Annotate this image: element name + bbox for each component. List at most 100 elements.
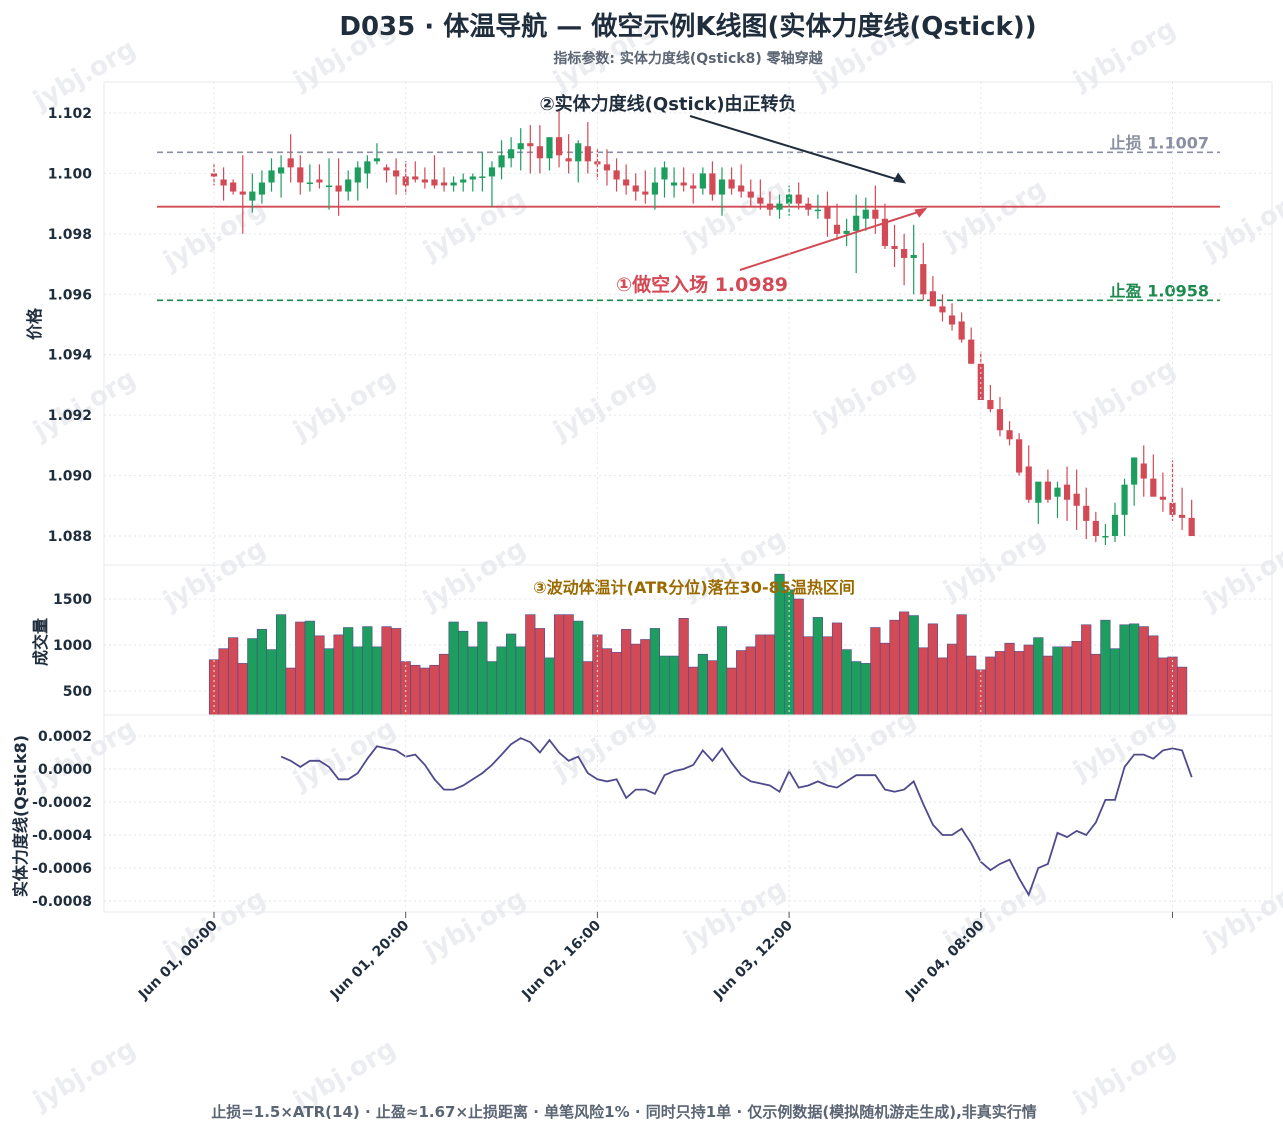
candle-body	[996, 409, 1004, 431]
volume-bar	[601, 648, 613, 716]
candle-body	[335, 185, 342, 192]
candle-body	[853, 215, 860, 231]
candle-body	[546, 137, 553, 159]
qstick-line-series	[280, 737, 1193, 897]
candle-body	[258, 182, 266, 195]
volume-bar	[1176, 666, 1188, 716]
volume-bar	[745, 646, 756, 716]
price-tick-label: 1.088	[48, 529, 92, 545]
volume-bar	[1081, 624, 1092, 716]
volume-bar	[1129, 623, 1140, 716]
candle-body	[306, 182, 313, 184]
candle-body	[517, 143, 524, 150]
price-tick-label: 1.092	[48, 408, 92, 424]
candle-body	[1102, 536, 1109, 538]
take-profit-label: 止盈 1.0958	[1110, 281, 1209, 300]
volume-bar	[371, 646, 383, 716]
candle-body	[239, 191, 246, 195]
volume-bar	[870, 627, 881, 716]
candle-body	[613, 170, 620, 180]
x-tick-label: Jun 01, 20:00	[327, 917, 413, 1003]
volume-bar	[573, 620, 584, 716]
volume-bar	[496, 646, 507, 716]
candle-body	[661, 167, 668, 180]
candle-body	[929, 291, 936, 307]
volume-bar	[994, 651, 1006, 716]
candle-body	[795, 194, 802, 204]
candle-body	[383, 167, 390, 171]
candle-body	[670, 182, 678, 186]
candle-body	[498, 155, 505, 168]
volume-bar	[946, 643, 958, 716]
watermark-text: jybj.org	[418, 184, 531, 267]
candle-body	[1025, 466, 1032, 500]
candle-body	[824, 206, 831, 219]
candle-body	[728, 179, 735, 189]
volume-bar	[276, 614, 287, 716]
candle-body	[948, 315, 956, 325]
volume-bar	[688, 666, 699, 716]
candle-body	[747, 191, 754, 198]
candle-body	[393, 170, 400, 177]
candle-body	[364, 161, 371, 174]
volume-bar	[860, 663, 871, 716]
volume-bar	[323, 648, 335, 716]
volume-bar	[927, 623, 938, 716]
watermark-text: jybj.org	[418, 884, 531, 967]
qstick-tick-label: 0.0002	[38, 729, 92, 745]
volume-bar	[1033, 637, 1044, 716]
candle-body	[680, 182, 687, 186]
candle-body	[1092, 520, 1099, 536]
volume-bar	[611, 652, 622, 716]
candle-body	[862, 209, 869, 219]
watermark-text: jybj.org	[808, 704, 921, 787]
candle-body	[1131, 457, 1138, 485]
volume-bar	[621, 629, 632, 716]
watermark-text: jybj.org	[1068, 14, 1181, 97]
candle-body	[412, 176, 419, 180]
volume-bar	[1090, 653, 1101, 716]
candle-body	[345, 179, 352, 192]
candle-body	[1035, 481, 1042, 503]
volume-bar	[764, 634, 776, 716]
volume-bar	[630, 643, 641, 716]
candle-body	[939, 306, 946, 313]
volume-bar	[985, 656, 996, 716]
candle-body	[402, 176, 409, 186]
volume-bar	[966, 655, 977, 716]
candle-body	[268, 170, 275, 183]
volume-bar	[918, 647, 929, 716]
volume-bar	[438, 653, 450, 716]
volume-bar	[304, 620, 315, 716]
volume-bar	[831, 622, 843, 716]
volume-bar	[391, 628, 402, 716]
watermark-text: jybj.org	[1068, 704, 1181, 787]
candlestick-series	[210, 109, 1195, 546]
volume-bar	[793, 598, 804, 716]
candle-body	[1150, 478, 1157, 497]
watermark-text: jybj.org	[28, 714, 141, 797]
watermark-text: jybj.org	[548, 704, 661, 787]
price-tick-label: 1.090	[48, 469, 93, 485]
candle-body	[757, 197, 764, 204]
volume-bar	[1061, 646, 1073, 716]
volume-bar	[295, 621, 306, 716]
candle-body	[805, 203, 812, 210]
volume-bar	[1023, 644, 1034, 716]
volume-y-axis-label: 成交量	[31, 618, 50, 666]
candle-body	[536, 146, 543, 159]
volume-bar	[1071, 641, 1082, 716]
qstick-tick-label: -0.0004	[32, 828, 92, 844]
volume-bar	[908, 615, 919, 716]
candle-body	[1073, 493, 1080, 506]
volume-bar	[256, 629, 268, 716]
volume-bar	[285, 667, 296, 716]
volume-bar	[228, 637, 239, 716]
price-y-axis-label: 价格	[25, 307, 44, 340]
price-annotations: ①做空入场 1.0989 ②实体力度线(Qstick)由正转负	[539, 93, 928, 296]
watermark-text: jybj.org	[288, 364, 401, 447]
watermark-text: jybj.org	[1068, 354, 1181, 437]
volume-bar	[458, 630, 469, 716]
candle-body	[968, 339, 975, 364]
volume-bar	[649, 628, 661, 716]
